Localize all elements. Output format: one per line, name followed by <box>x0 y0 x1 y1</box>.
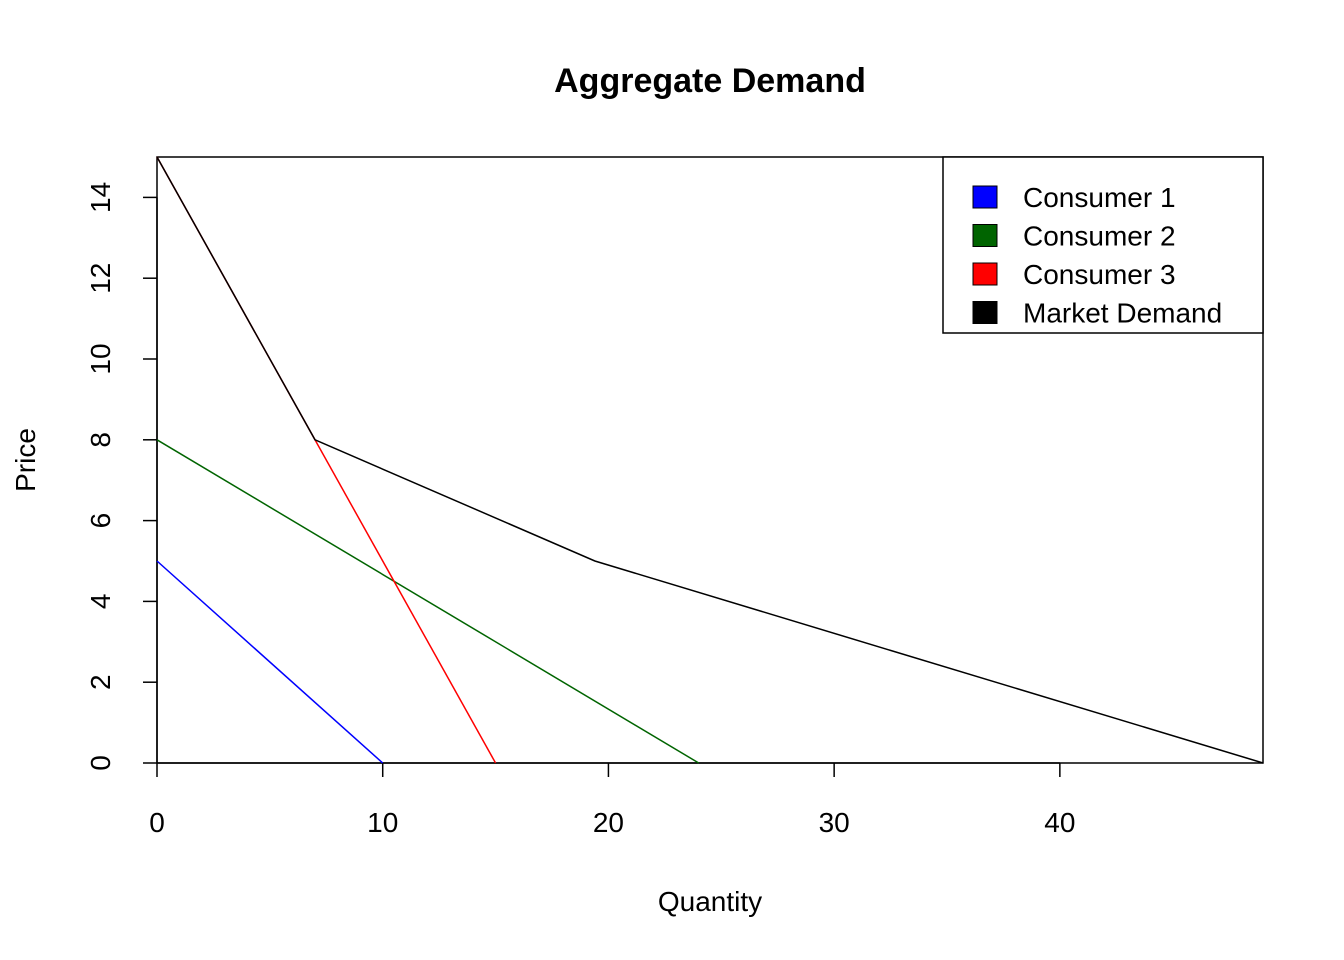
y-tick-label: 0 <box>85 755 116 771</box>
series-line-2 <box>156 439 700 764</box>
y-tick-label: 4 <box>85 594 116 610</box>
series-line-1 <box>156 560 384 764</box>
y-tick-label: 10 <box>85 343 116 374</box>
y-axis: 0 2 4 6 8 10 12 14 <box>85 182 158 771</box>
x-tick-label: 0 <box>149 807 165 838</box>
y-axis-label: Price <box>10 428 41 492</box>
chart-title: Aggregate Demand <box>554 62 866 100</box>
x-tick-label: 10 <box>367 807 398 838</box>
legend: Consumer 1 Consumer 2 Consumer 3 Market Dem… <box>942 156 1264 334</box>
x-tick-label: 30 <box>819 807 850 838</box>
legend-swatch <box>972 185 998 209</box>
series-line-4 <box>156 156 1264 764</box>
legend-label: Market Demand <box>1023 298 1222 329</box>
legend-label: Consumer 1 <box>1023 182 1176 213</box>
x-axis-label: Quantity <box>658 886 762 917</box>
series-layer <box>156 156 1264 764</box>
legend-label: Consumer 3 <box>1023 259 1176 290</box>
y-tick-label: 2 <box>85 674 116 690</box>
y-tick-label: 12 <box>85 263 116 294</box>
legend-label: Consumer 2 <box>1023 221 1176 252</box>
y-tick-label: 8 <box>85 432 116 448</box>
y-tick-label: 6 <box>85 513 116 529</box>
legend-swatch <box>972 262 998 286</box>
legend-swatch <box>972 301 998 324</box>
x-tick-label: 40 <box>1044 807 1075 838</box>
y-tick-label: 14 <box>85 182 116 213</box>
x-tick-label: 20 <box>593 807 624 838</box>
legend-swatch <box>972 224 998 247</box>
x-axis: 0 10 20 30 40 <box>149 762 1075 838</box>
